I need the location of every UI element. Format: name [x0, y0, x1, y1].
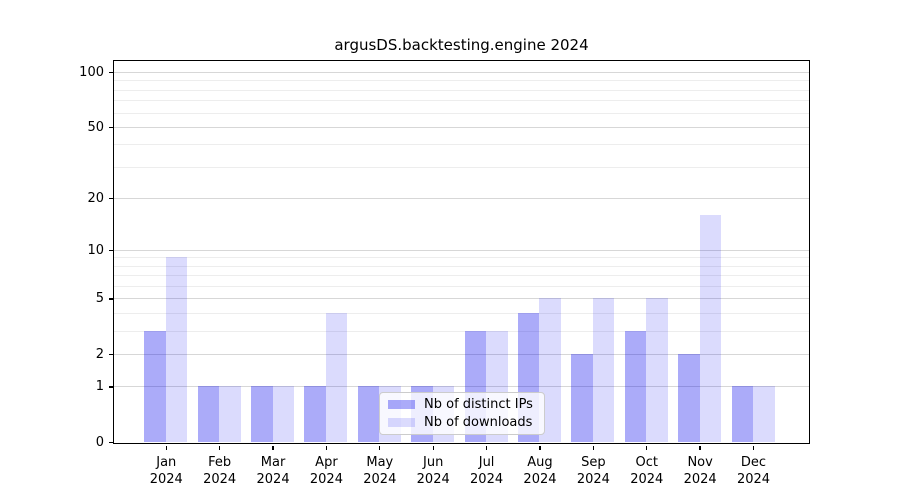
- x-tick-mark-mar: [272, 445, 274, 450]
- y-tick-label-0: 0: [95, 435, 104, 450]
- gridline-minor-4: [114, 313, 809, 314]
- y-tick-mark-50: [108, 126, 113, 129]
- legend-item-downloads: Nb of downloads: [388, 415, 536, 430]
- gridline-minor-60: [114, 112, 809, 114]
- gridline-minor-70: [114, 100, 809, 102]
- bar-downloads-nov: [699, 214, 722, 442]
- legend-swatch-distinct-ips: [388, 400, 415, 410]
- x-tick-mark-oct: [646, 445, 648, 450]
- gridline-100: [114, 72, 809, 74]
- gridline-minor-40: [114, 144, 809, 146]
- gridline-minor-6: [114, 286, 809, 288]
- x-tick-mark-nov: [699, 445, 701, 450]
- y-tick-label-1: 1: [95, 379, 104, 395]
- plot-area: Nb of distinct IPs Nb of downloads: [113, 60, 810, 444]
- x-tick-mark-sep: [592, 445, 594, 450]
- bar-distinct-ips-mar: [251, 386, 273, 442]
- x-tick-label-feb: Feb 2024: [203, 455, 237, 487]
- x-tick-label-jun: Jun 2024: [416, 455, 450, 487]
- bar-downloads-feb: [219, 386, 241, 442]
- bar-downloads-jan: [165, 257, 188, 442]
- x-tick-label-apr: Apr 2024: [309, 455, 343, 487]
- bar-distinct-ips-oct: [624, 330, 647, 442]
- bar-downloads-apr: [325, 313, 348, 442]
- y-tick-label-50: 50: [87, 119, 104, 135]
- y-tick-mark-100: [108, 72, 113, 74]
- gridline-minor-3: [114, 330, 809, 332]
- legend-swatch-downloads: [388, 417, 415, 427]
- bar-distinct-ips-apr: [304, 386, 326, 442]
- gridline-minor-80: [114, 89, 809, 91]
- bar-distinct-ips-jan: [144, 330, 166, 442]
- y-tick-label-2: 2: [95, 346, 104, 362]
- x-tick-mark-jul: [485, 445, 488, 450]
- legend-label-distinct-ips: Nb of distinct IPs: [424, 397, 533, 413]
- y-tick-mark-10: [108, 249, 113, 252]
- y-tick-label-100: 100: [79, 65, 104, 81]
- x-tick-label-oct: Oct 2024: [630, 455, 664, 487]
- chart-title: argusDS.backtesting.engine 2024: [334, 36, 589, 54]
- x-tick-mark-may: [379, 445, 381, 450]
- x-tick-mark-aug: [539, 445, 541, 450]
- bar-downloads-sep: [592, 298, 615, 442]
- gridline-5: [114, 298, 809, 300]
- bar-distinct-ips-nov: [678, 353, 700, 442]
- legend-item-distinct-ips: Nb of distinct IPs: [388, 397, 536, 412]
- x-tick-mark-jun: [432, 445, 434, 450]
- x-tick-label-mar: Mar 2024: [256, 455, 290, 487]
- gridline-minor-90: [114, 80, 809, 82]
- bar-distinct-ips-feb: [197, 386, 220, 442]
- x-tick-label-jul: Jul 2024: [470, 455, 504, 487]
- x-tick-label-may: May 2024: [363, 455, 397, 487]
- x-tick-label-jan: Jan 2024: [149, 455, 183, 487]
- x-tick-mark-apr: [325, 445, 328, 450]
- bar-downloads-mar: [272, 386, 295, 442]
- gridline-20: [114, 197, 809, 199]
- gridline-50: [114, 126, 809, 128]
- y-tick-label-10: 10: [87, 242, 104, 258]
- y-tick-mark-2: [108, 353, 113, 356]
- bar-downloads-oct: [646, 298, 668, 442]
- y-tick-mark-1: [108, 386, 113, 388]
- legend: Nb of distinct IPs Nb of downloads: [379, 392, 545, 435]
- y-tick-mark-20: [108, 197, 113, 200]
- legend-label-downloads: Nb of downloads: [424, 414, 533, 430]
- gridline-1: [114, 386, 809, 388]
- x-tick-label-sep: Sep 2024: [576, 455, 610, 487]
- bar-downloads-dec: [753, 386, 775, 442]
- x-tick-label-aug: Aug 2024: [523, 455, 557, 487]
- x-tick-label-dec: Dec 2024: [736, 455, 771, 487]
- gridline-10: [114, 249, 809, 251]
- gridline-minor-30: [114, 166, 809, 168]
- y-tick-label-20: 20: [87, 190, 104, 206]
- x-tick-mark-feb: [219, 445, 221, 450]
- gridline-2: [114, 353, 809, 355]
- y-tick-label-5: 5: [95, 291, 104, 307]
- bar-distinct-ips-sep: [571, 353, 593, 442]
- gridline-minor-7: [114, 275, 809, 277]
- bar-distinct-ips-may: [357, 386, 380, 442]
- gridline-minor-9: [114, 257, 809, 259]
- x-tick-label-nov: Nov 2024: [683, 455, 717, 487]
- y-tick-mark-5: [108, 298, 113, 300]
- gridline-minor-8: [114, 265, 809, 267]
- x-tick-mark-jan: [165, 445, 167, 450]
- y-tick-mark-0: [108, 442, 113, 444]
- bar-distinct-ips-dec: [731, 386, 753, 442]
- x-tick-mark-dec: [752, 445, 755, 450]
